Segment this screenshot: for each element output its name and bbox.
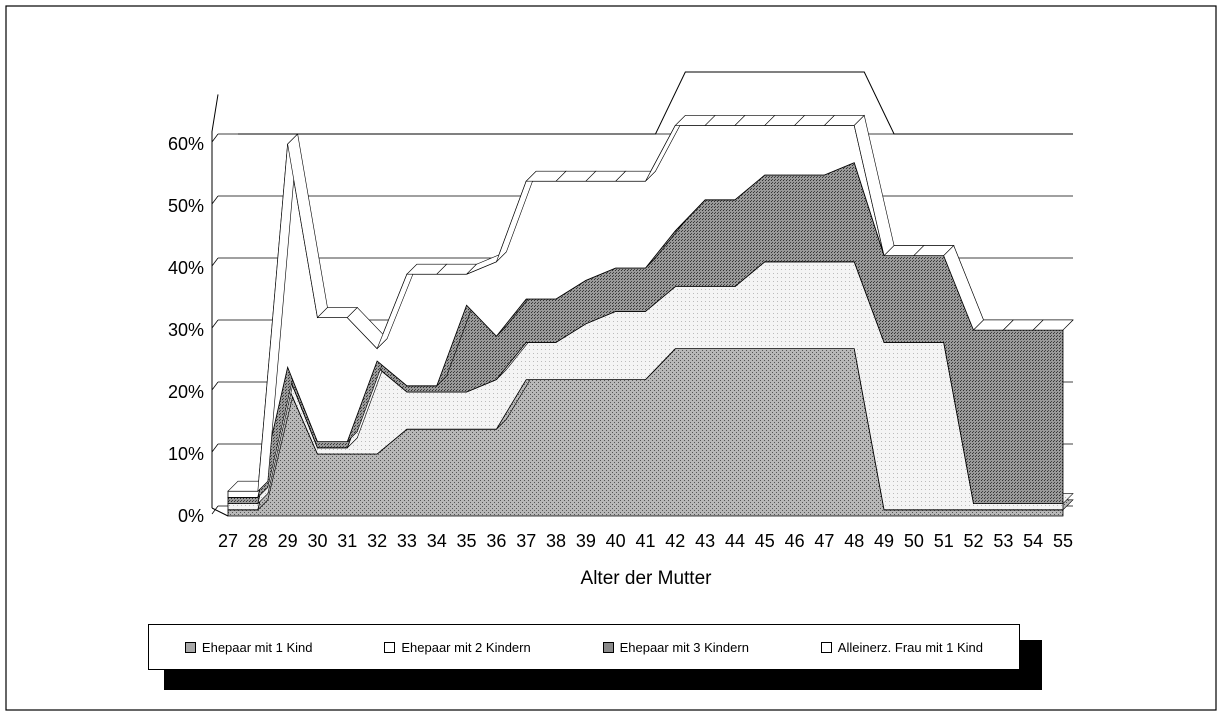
x-tick-label: 49 [874,531,894,551]
legend-label-3: Ehepaar mit 3 Kindern [619,639,749,655]
x-tick-label: 37 [516,531,536,551]
x-tick-label: 39 [576,531,596,551]
x-tick-label: 44 [725,531,745,551]
x-tick-label: 53 [993,531,1013,551]
x-tick-label: 40 [606,531,626,551]
gridline-side [211,133,219,143]
x-tick-label: 43 [695,531,715,551]
x-tick-label: 55 [1053,531,1073,551]
x-tick-label: 47 [814,531,834,551]
legend-item-3: Ehepaar mit 3 Kindern [602,639,749,655]
gridline-side [211,505,219,515]
x-tick-label: 52 [964,531,984,551]
legend-label-4: Alleinerz. Frau mit 1 Kind [837,639,984,655]
gridline-side [211,319,219,329]
x-tick-label: 51 [934,531,954,551]
y-tick-label: 60% [168,134,204,154]
x-tick-label: 33 [397,531,417,551]
x-tick-label: 27 [218,531,238,551]
x-tick-label: 28 [248,531,268,551]
back-wall-outline [238,71,1073,135]
x-tick-label: 45 [755,531,775,551]
x-tick-label: 48 [844,531,864,551]
y-tick-label: 30% [168,320,204,340]
gridline-side [211,443,219,453]
x-tick-label: 46 [785,531,805,551]
legend-swatch-1 [184,641,196,653]
legend-swatch-4 [820,641,832,653]
y-tick-label: 40% [168,258,204,278]
left-wall-edge [211,94,219,508]
x-tick-label: 35 [457,531,477,551]
legend-label-2: Ehepaar mit 2 Kindern [401,639,531,655]
area-top-segment [1032,319,1074,331]
x-tick-label: 34 [427,531,447,551]
x-tick-label: 29 [278,531,298,551]
x-axis-label: Alter der Mutter [581,568,713,589]
gridline-side [211,195,219,205]
legend-swatch-2 [384,641,396,653]
legend-item-2: Ehepaar mit 2 Kindern [384,639,531,655]
legend-item-4: Alleinerz. Frau mit 1 Kind [820,639,984,655]
x-tick-label: 36 [486,531,506,551]
outer-border [5,5,1217,711]
x-tick-label: 32 [367,531,387,551]
legend: Ehepaar mit 1 Kind Ehepaar mit 2 Kindern… [148,624,1020,670]
x-tick-label: 38 [546,531,566,551]
x-tick-label: 50 [904,531,924,551]
y-axis-ticks: 0% 10% 20% 30% 40% 50% 60% [168,134,204,526]
gridline-side [211,257,219,267]
legend-swatch-3 [602,641,614,653]
y-tick-label: 50% [168,196,204,216]
x-tick-label: 41 [635,531,655,551]
x-tick-label: 31 [337,531,357,551]
x-tick-label: 42 [665,531,685,551]
plot-areas [227,114,1074,517]
gridline-side [211,381,219,391]
y-tick-label: 0% [178,506,204,526]
floor-edge [211,507,229,517]
y-tick-label: 20% [168,382,204,402]
x-axis-ticks: 27 28 29 30 31 32 33 34 35 36 37 38 39 40 41 42 43 44 45 46… [218,531,1073,551]
legend-item-1: Ehepaar mit 1 Kind [184,639,313,655]
x-tick-label: 30 [307,531,327,551]
legend-label-1: Ehepaar mit 1 Kind [201,639,313,655]
x-tick-label: 54 [1023,531,1043,551]
y-tick-label: 10% [168,444,204,464]
